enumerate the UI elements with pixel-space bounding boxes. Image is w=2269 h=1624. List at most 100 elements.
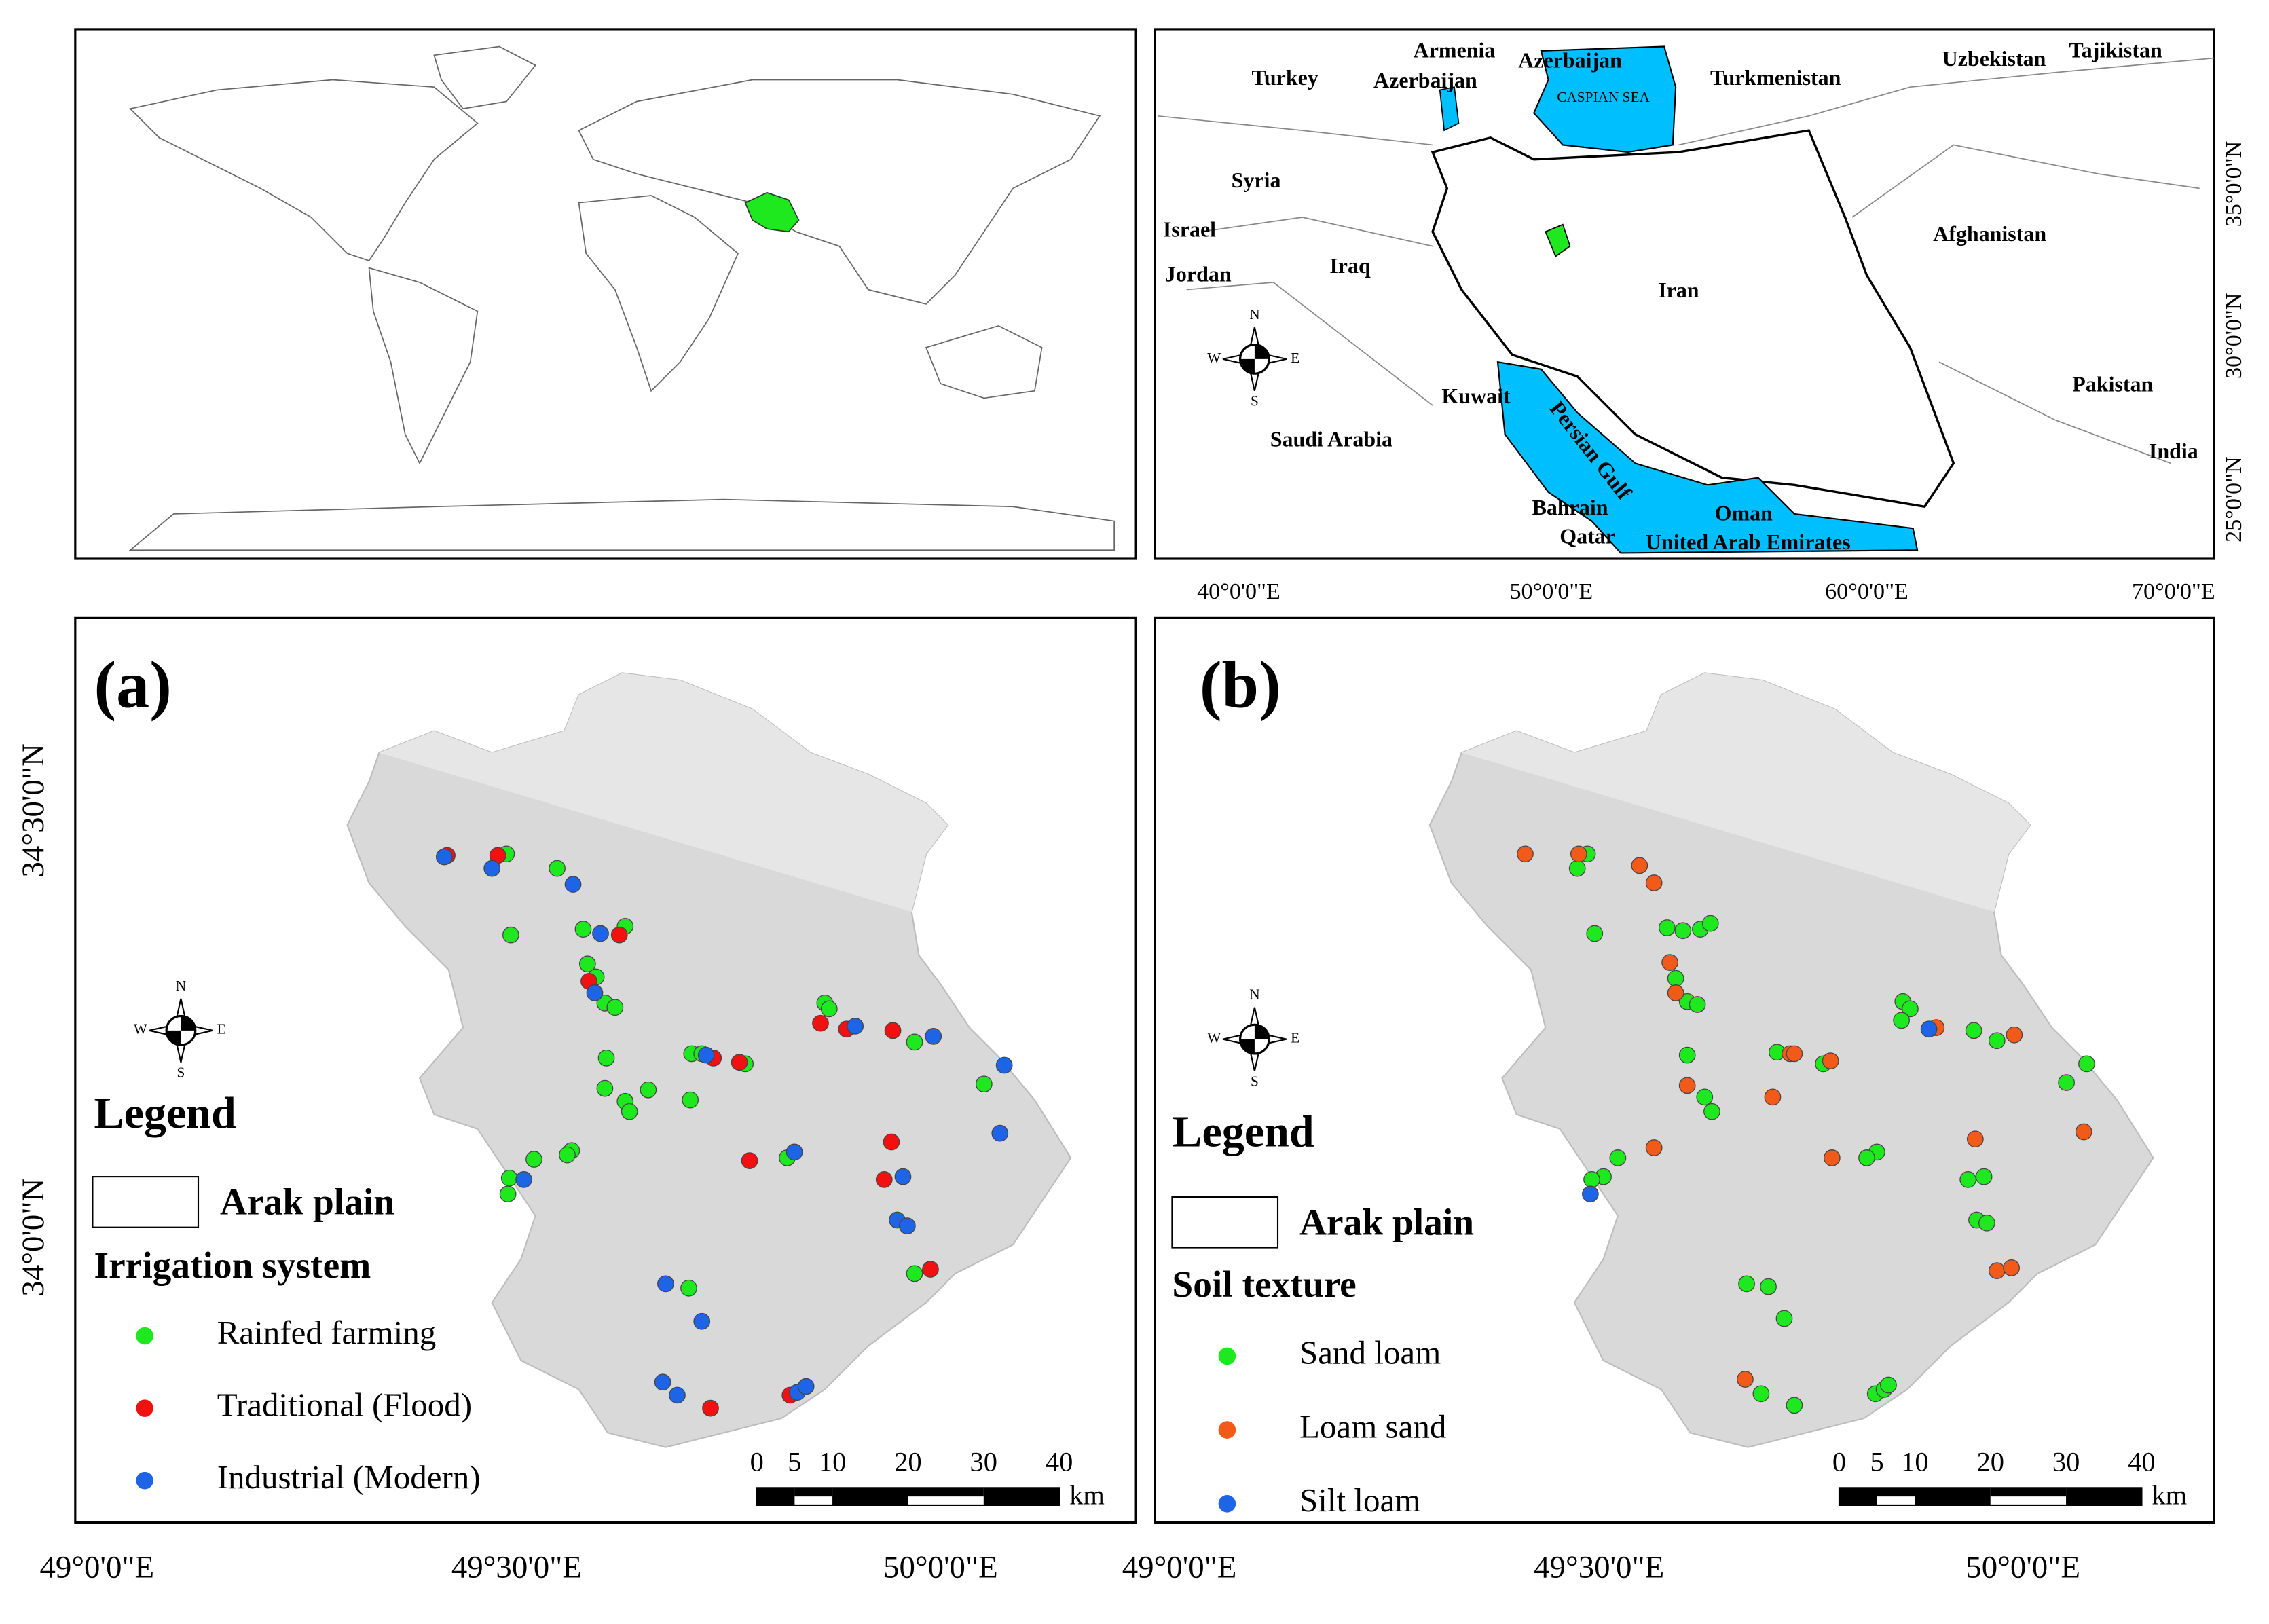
scale-tick-label: 5 — [1870, 1447, 1884, 1477]
scale-bar-segment — [1915, 1488, 1991, 1505]
legend-title: Legend — [1172, 1107, 1314, 1157]
country-label: Bahrain — [1532, 496, 1608, 519]
sample-point — [1678, 1077, 1696, 1094]
sample-point — [906, 1265, 923, 1282]
sample-point — [606, 999, 624, 1016]
sample-point — [500, 1169, 518, 1187]
sample-point — [1880, 1376, 1897, 1394]
sample-point — [502, 926, 519, 944]
sample-point — [640, 1081, 657, 1099]
country-label: Azerbaijan — [1518, 48, 1622, 72]
compass-label: E — [217, 1021, 226, 1037]
compass-label: E — [1291, 350, 1299, 366]
sample-point — [1966, 1130, 1984, 1148]
scale-unit: km — [1069, 1480, 1105, 1511]
lake-urmia — [1439, 86, 1460, 132]
sample-point — [925, 1028, 942, 1045]
compass-quadrants — [1240, 344, 1270, 374]
sample-point — [1975, 1168, 1993, 1185]
legend-boundary-swatch — [1171, 1196, 1279, 1249]
scale-tick-label: 20 — [894, 1447, 921, 1477]
panel-label: (a) — [94, 649, 172, 722]
sample-point — [1752, 1385, 1770, 1403]
country-label: Kuwait — [1441, 384, 1511, 408]
compass-label: W — [1207, 350, 1221, 366]
scale-tick-label: 0 — [1832, 1447, 1846, 1477]
legend-marker — [136, 1327, 153, 1345]
sample-point — [578, 955, 596, 973]
sample-point — [1760, 1278, 1777, 1295]
legend-marker — [136, 1399, 153, 1417]
lon-tick-label: 50°0'0"E — [1509, 579, 1593, 604]
country-label: Saudi Arabia — [1270, 428, 1392, 451]
sample-point — [1678, 1046, 1696, 1064]
sample-point — [1823, 1149, 1841, 1166]
sample-point — [2003, 1259, 2020, 1276]
sample-point — [435, 848, 453, 866]
lon-tick-label: 49°0'0"E — [39, 1550, 154, 1585]
lon-tick-label: 40°0'0"E — [1197, 579, 1280, 604]
sample-point — [574, 921, 592, 938]
arak-plain-highlands — [379, 673, 948, 912]
lat-tick-label: 34°30'0"N — [16, 743, 51, 877]
water-label: CASPIAN SEA — [1557, 89, 1650, 105]
scale-bar-segment — [1990, 1488, 2067, 1497]
country-label: Uzbekistan — [1942, 47, 2046, 71]
sample-point — [564, 876, 582, 893]
sample-point — [1737, 1371, 1754, 1388]
sample-point — [559, 1146, 576, 1164]
sample-point — [741, 1152, 758, 1170]
country-label: Oman — [1715, 501, 1773, 525]
sample-point — [1658, 919, 1676, 936]
sample-point — [697, 1046, 715, 1064]
sample-point — [1703, 1103, 1720, 1120]
sample-point — [1902, 1000, 1919, 1018]
sample-point — [1775, 1310, 1793, 1327]
sample-point — [669, 1386, 686, 1404]
scale-bar-segment — [2066, 1488, 2142, 1505]
lon-tick-label: 70°0'0"E — [2132, 579, 2215, 604]
sample-point — [1674, 922, 1692, 940]
scale-bar-segment — [1877, 1488, 1915, 1497]
sample-point — [499, 1185, 517, 1203]
sample-point — [883, 1133, 900, 1151]
legend-item-label: Industrial (Modern) — [217, 1458, 481, 1496]
sample-point — [1988, 1032, 2006, 1050]
sample-point — [483, 860, 501, 877]
legend-item-label: Rainfed farming — [217, 1314, 437, 1351]
compass-quadrants — [166, 1016, 196, 1046]
legend-item-label: Loam sand — [1299, 1407, 1446, 1445]
sample-point — [586, 984, 604, 1001]
country-label: United Arab Emirates — [1646, 530, 1851, 554]
sample-point — [1667, 984, 1684, 1001]
sample-point — [1738, 1275, 1755, 1293]
sample-point — [1965, 1022, 1982, 1039]
persian-gulf — [1496, 361, 1919, 554]
lat-tick-label: 35°0'0"N — [2221, 141, 2247, 227]
sample-point — [2075, 1123, 2092, 1141]
sample-point — [797, 1378, 815, 1395]
legend-item-label: Sand loam — [1299, 1334, 1441, 1371]
country-label: Tajikistan — [2069, 38, 2162, 62]
sample-point — [515, 1171, 532, 1188]
legend-boundary-swatch — [92, 1176, 200, 1228]
scale-tick-label: 0 — [750, 1447, 764, 1477]
compass-label: E — [1291, 1030, 1299, 1046]
iran-highlight — [744, 191, 800, 233]
compass-label: N — [176, 978, 186, 994]
compass-label: S — [1251, 393, 1259, 409]
sample-point — [1609, 1149, 1627, 1166]
sample-point — [1582, 1185, 1599, 1203]
world-continents — [128, 45, 1115, 551]
compass-quadrants — [1240, 1025, 1270, 1054]
scale-bar-segment — [983, 1488, 1060, 1505]
lon-tick-label: 50°0'0"E — [1966, 1550, 2080, 1585]
sample-point — [693, 1312, 711, 1330]
sample-point — [1858, 1149, 1875, 1166]
panel-label: (b) — [1200, 649, 1281, 722]
sample-point — [597, 1049, 615, 1067]
scale-bar-segment — [908, 1488, 984, 1497]
sample-point — [1893, 1012, 1910, 1029]
sample-point — [1568, 860, 1586, 877]
sample-point — [884, 1022, 902, 1039]
